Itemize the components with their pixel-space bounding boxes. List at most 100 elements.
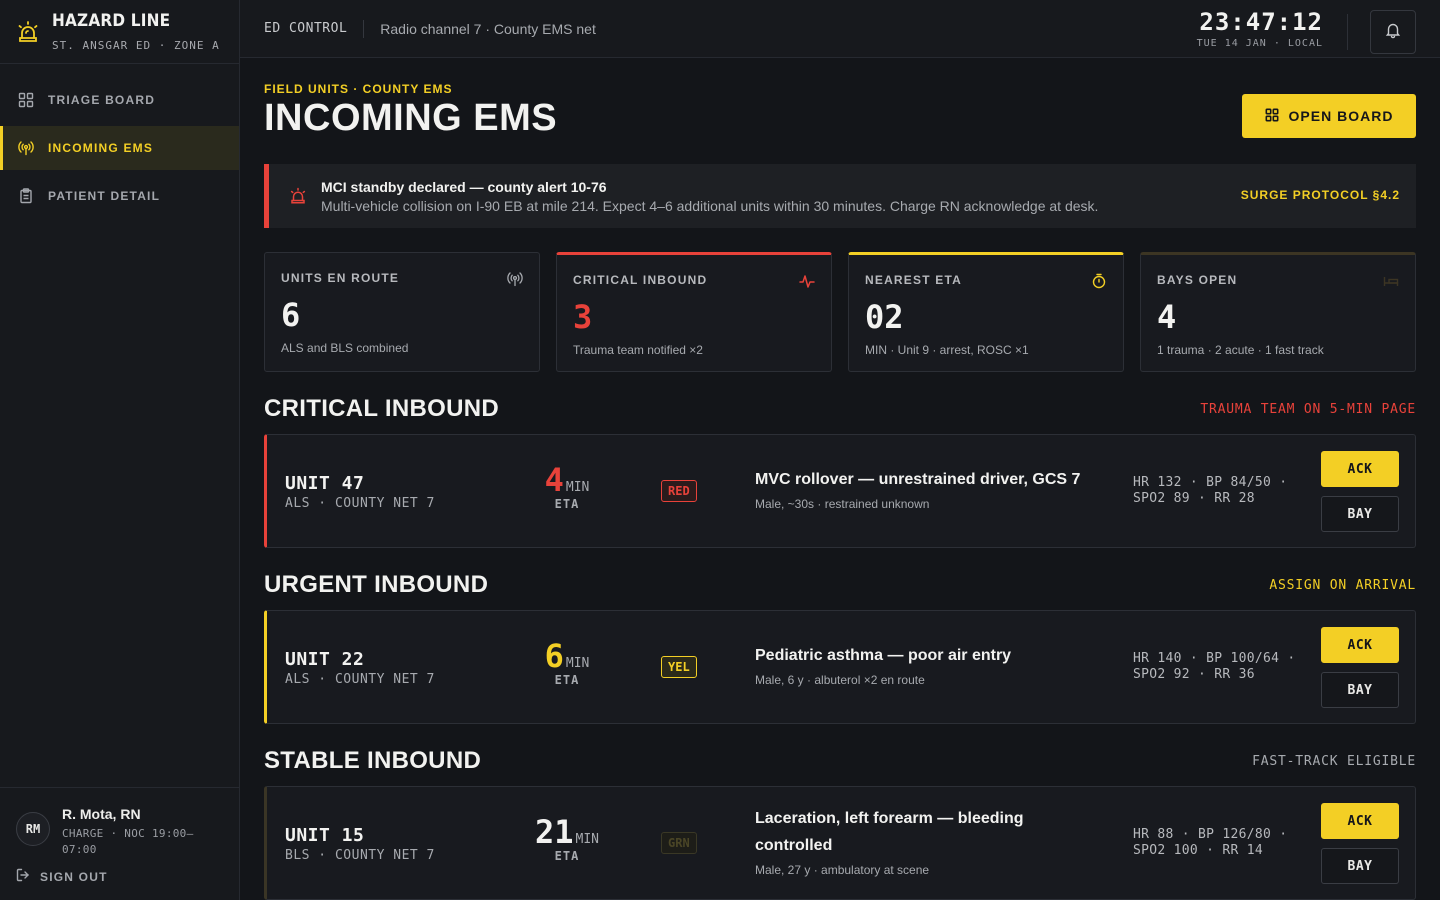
vitals: HR 88 · BP 126/80 · SPO2 100 · RR 14 [1133, 827, 1313, 859]
kpi-sub: 1 trauma · 2 acute · 1 fast track [1157, 343, 1324, 357]
section-stable-inbound: STABLE INBOUND FAST-TRACK ELIGIBLE [264, 747, 1416, 774]
avatar[interactable]: RM [16, 812, 50, 846]
ack-button[interactable]: ACK [1321, 627, 1399, 663]
kpi-sub: MIN · Unit 9 · arrest, ROSC ×1 [865, 343, 1029, 357]
kpi-label: UNITS EN ROUTE [281, 271, 400, 285]
sidebar-item-label: INCOMING EMS [48, 141, 154, 155]
notifications-button[interactable] [1370, 10, 1416, 54]
ack-button[interactable]: ACK [1321, 451, 1399, 487]
kpi-value: 6 [281, 296, 301, 334]
unit-name: UNIT 47 [285, 473, 365, 494]
complaint: Laceration, left forearm — bleeding cont… [755, 805, 1075, 877]
eta-unit: MIN [565, 656, 590, 671]
section-note: ASSIGN ON ARRIVAL [1269, 577, 1416, 593]
main: ED CONTROL Radio channel 7 · County EMS … [240, 0, 1440, 900]
open-board-button[interactable]: OPEN BOARD [1242, 94, 1416, 138]
brand: HAZARD LINE ST. ANSGAR ED · ZONE A [0, 0, 239, 64]
channel-label: Radio channel 7 · County EMS net [380, 20, 596, 37]
section-note: TRAUMA TEAM ON 5-MIN PAGE [1200, 401, 1416, 417]
eta-value: 21 [534, 813, 574, 851]
complaint: MVC rollover — unrestrained driver, GCS … [755, 466, 1115, 511]
sidebar: HAZARD LINE ST. ANSGAR ED · ZONE A TRIAG… [0, 0, 240, 900]
unit-net: ALS · COUNTY NET 7 [285, 672, 435, 687]
triage-tag: YEL [661, 656, 697, 678]
bell-icon [1384, 21, 1402, 44]
eta-value: 4 [544, 461, 564, 499]
section-urgent-inbound: URGENT INBOUND ASSIGN ON ARRIVAL [264, 571, 1416, 598]
context-label: ED CONTROL [264, 21, 348, 36]
triage-tag: RED [661, 480, 697, 502]
grid-icon [1265, 108, 1279, 125]
clock-date: TUE 14 JAN · LOCAL [1196, 38, 1323, 49]
radio-icon [507, 271, 523, 292]
section-title: STABLE INBOUND [264, 747, 482, 774]
unit-row[interactable]: UNIT 22 ALS · COUNTY NET 7 6 MIN ETA YEL … [264, 610, 1416, 724]
topbar: ED CONTROL Radio channel 7 · County EMS … [240, 0, 1440, 58]
section-note: FAST-TRACK ELIGIBLE [1252, 753, 1416, 769]
user-shift: CHARGE · NOC 19:00–07:00 [62, 827, 194, 856]
content: FIELD UNITS · COUNTY EMS INCOMING EMS OP… [240, 58, 1440, 900]
complaint: Pediatric asthma — poor air entry Male, … [755, 642, 1115, 687]
complaint-detail: Male, ~30s · restrained unknown [755, 497, 930, 511]
vitals-line: HR 140 · BP 100/64 · [1133, 651, 1296, 666]
eta: 6 MIN ETA [517, 637, 617, 687]
eta-label: ETA [554, 673, 580, 687]
sign-out-label: SIGN OUT [40, 869, 108, 884]
sidebar-item-label: PATIENT DETAIL [48, 189, 161, 203]
unit-net: ALS · COUNTY NET 7 [285, 496, 435, 511]
unit-row[interactable]: UNIT 15 BLS · COUNTY NET 7 21 MIN ETA GRN… [264, 786, 1416, 900]
section-title: CRITICAL INBOUND [264, 395, 500, 422]
complaint-detail: Male, 27 y · ambulatory at scene [755, 863, 930, 877]
vitals-line: HR 88 · BP 126/80 · [1133, 827, 1288, 842]
unit-net: BLS · COUNTY NET 7 [285, 848, 435, 863]
kpi-sub: ALS and BLS combined [281, 341, 409, 355]
sign-out-icon [16, 868, 30, 885]
unit-name: UNIT 15 [285, 825, 365, 846]
mci-alert-banner: MCI standby declared — county alert 10-7… [264, 164, 1416, 228]
sidebar-item-patient-detail[interactable]: PATIENT DETAIL [0, 174, 239, 218]
eta-label: ETA [554, 497, 580, 511]
kpi-label: BAYS OPEN [1157, 273, 1238, 287]
complaint-detail: Male, 6 y · albuterol ×2 en route [755, 673, 925, 687]
eta: 21 MIN ETA [517, 813, 617, 863]
user-block: RM R. Mota, RN CHARGE · NOC 19:00–07:00 … [0, 787, 239, 900]
kpi-card-nearest-eta: NEAREST ETA 02 MIN · Unit 9 · arrest, RO… [848, 252, 1124, 372]
bay-button[interactable]: BAY [1321, 672, 1399, 708]
ack-button[interactable]: ACK [1321, 803, 1399, 839]
vitals-line: HR 132 · BP 84/50 · [1133, 475, 1288, 490]
clipboard-icon [18, 188, 34, 204]
eta-unit: MIN [575, 832, 599, 847]
kpi-row: UNITS EN ROUTE 6 ALS and BLS combined CR… [264, 252, 1416, 372]
sidebar-item-incoming-ems[interactable]: INCOMING EMS [0, 126, 239, 170]
bay-button[interactable]: BAY [1321, 496, 1399, 532]
sidebar-item-label: TRIAGE BOARD [48, 93, 156, 107]
triage-tag: GRN [661, 832, 697, 854]
eta-value: 6 [544, 637, 564, 675]
divider [363, 19, 365, 38]
sign-out-button[interactable]: SIGN OUT [16, 868, 223, 885]
vitals-line: SPO2 100 · RR 14 [1133, 843, 1264, 858]
section-title: URGENT INBOUND [264, 571, 489, 598]
pulse-icon [799, 273, 815, 294]
clock-time: 23:47:12 [1199, 8, 1323, 36]
sidebar-item-triage-board[interactable]: TRIAGE BOARD [0, 78, 239, 122]
alert-text: Multi-vehicle collision on I-90 EB at mi… [321, 197, 1099, 214]
page-eyebrow: FIELD UNITS · COUNTY EMS [264, 82, 453, 96]
complaint-title: MVC rollover — unrestrained driver, GCS … [755, 471, 1081, 488]
eta: 4 MIN ETA [517, 461, 617, 511]
bay-button[interactable]: BAY [1321, 848, 1399, 884]
siren-icon [16, 20, 40, 44]
siren-icon [289, 187, 307, 205]
surge-protocol-link[interactable]: SURGE PROTOCOL §4.2 [1240, 188, 1400, 202]
vitals-line: SPO2 89 · RR 28 [1133, 491, 1255, 506]
grid-icon [18, 92, 34, 108]
user-name: R. Mota, RN [62, 806, 141, 822]
complaint-title: Pediatric asthma — poor air entry [755, 647, 1012, 664]
clock: 23:47:12 TUE 14 JAN · LOCAL [1197, 8, 1323, 49]
kpi-value: 4 [1157, 298, 1177, 336]
kpi-card-bays-open: BAYS OPEN 4 1 trauma · 2 acute · 1 fast … [1140, 252, 1416, 372]
bed-icon [1383, 273, 1399, 294]
eta-label: ETA [554, 849, 580, 863]
sidebar-nav: TRIAGE BOARD INCOMING EMS PATIENT DETAIL [0, 78, 239, 222]
unit-row[interactable]: UNIT 47 ALS · COUNTY NET 7 4 MIN ETA RED … [264, 434, 1416, 548]
